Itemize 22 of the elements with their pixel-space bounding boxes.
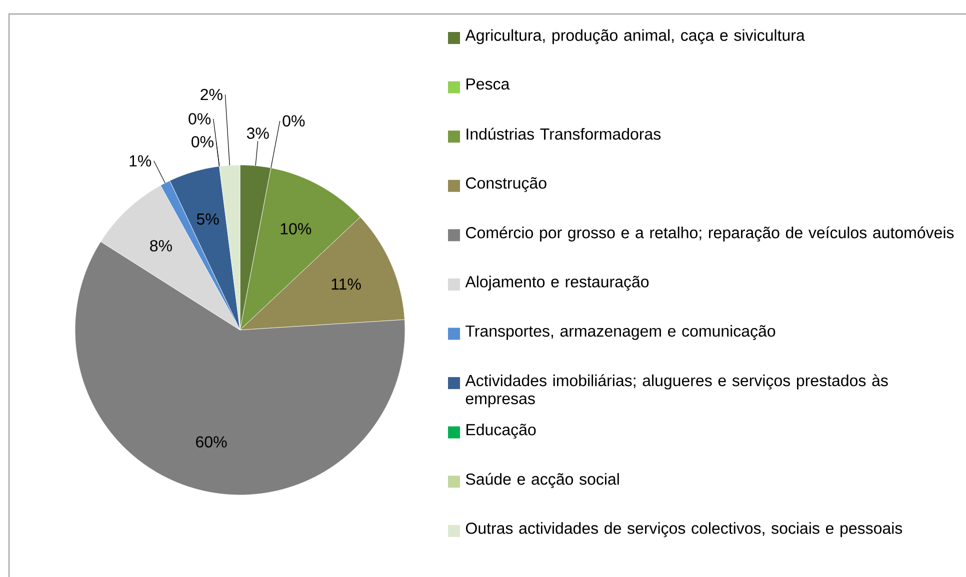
data-label: 5% (196, 213, 219, 225)
legend-label: Pesca (466, 78, 510, 90)
legend-label: Alojamento e restauração (465, 276, 649, 291)
legend-label: Transportes, armazenagem e comunicação (466, 324, 776, 340)
data-label: 1% (130, 155, 152, 167)
data-label: 3% (246, 128, 269, 139)
legend-label: Agricultura, produção animal, caça e sivicultura (465, 29, 805, 44)
text: 0% (188, 113, 211, 124)
data-label: 2% (200, 88, 222, 100)
legend-label: Indústrias Transformadoras (466, 128, 661, 140)
text: 0% (192, 136, 214, 148)
data-label: 10% (280, 223, 312, 234)
legend-label: Construção (466, 177, 546, 192)
text: 0% (282, 115, 305, 127)
legend-label: Actividades imobiliárias; alugueres e serviços prestados às empresas (465, 374, 888, 408)
data-label: 60% (196, 436, 227, 448)
legend-label: Outras actividades de serviços colectivos, sociais e pessoais (466, 522, 902, 538)
legend-label: Comércio por grosso e a retalho; reparação de veículos automóveis (466, 226, 954, 242)
data-label: 8% (150, 240, 172, 252)
legend-label: Saúde e acção social (466, 472, 619, 488)
data-label: 11% (332, 278, 361, 290)
legend-label: Educação (466, 424, 536, 439)
